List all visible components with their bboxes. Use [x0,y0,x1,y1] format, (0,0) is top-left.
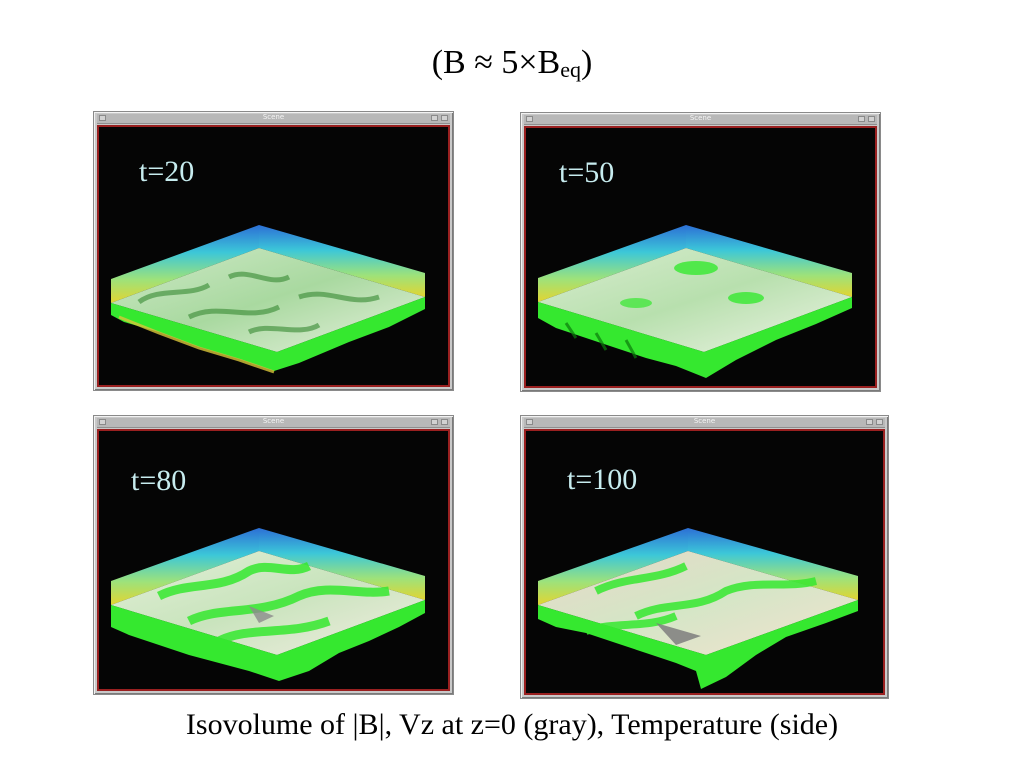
window-titlebar[interactable]: Scene [524,114,877,125]
scene-viewport[interactable]: t=100 [524,429,885,695]
title-close: ) [580,44,593,81]
maximize-icon[interactable] [441,419,448,425]
simulation-render [111,225,425,374]
window-title: Scene [689,114,712,122]
scene-window-t80[interactable]: Scene t=80 [93,415,454,695]
scene-viewport[interactable]: t=80 [97,429,450,691]
time-label: t=80 [131,464,187,497]
simulation-render [111,528,425,681]
window-menu-icon[interactable] [526,116,533,122]
scene-viewport[interactable]: t=50 [524,126,877,388]
window-menu-icon[interactable] [99,419,106,425]
time-label: t=20 [139,155,195,188]
slide-caption: Isovolume of |B|, Vz at z=0 (gray), Temp… [185,708,839,741]
window-menu-icon[interactable] [99,115,106,121]
maximize-icon[interactable] [876,419,883,425]
title-subscript: eq [560,57,581,82]
time-label: t=50 [559,156,615,189]
window-titlebar[interactable]: Scene [524,417,885,428]
window-title: Scene [262,113,285,121]
window-titlebar[interactable]: Scene [97,113,450,124]
window-titlebar[interactable]: Scene [97,417,450,428]
window-title: Scene [693,417,716,425]
title-main: (B ≈ 5×B [431,44,561,81]
maximize-icon[interactable] [441,115,448,121]
simulation-render [538,528,858,689]
slide-title: (B ≈ 5×Beq) [0,44,1024,83]
simulation-render [538,225,852,378]
minimize-icon[interactable] [431,115,438,121]
minimize-icon[interactable] [858,116,865,122]
scene-window-t50[interactable]: Scene t=50 [520,112,881,392]
scene-window-t20[interactable]: Scene t=20 [93,111,454,391]
scene-viewport[interactable]: t=20 [97,125,450,387]
minimize-icon[interactable] [431,419,438,425]
maximize-icon[interactable] [868,116,875,122]
minimize-icon[interactable] [866,419,873,425]
time-label: t=100 [567,463,638,496]
window-title: Scene [262,417,285,425]
scene-window-t100[interactable]: Scene t=100 [520,415,889,699]
window-menu-icon[interactable] [526,419,533,425]
